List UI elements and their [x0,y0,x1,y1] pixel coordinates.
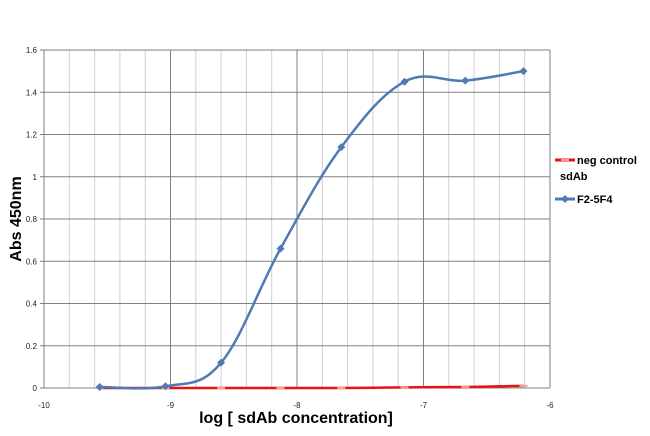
y-tick-label: 0.2 [26,342,38,351]
legend-label-neg-control: neg control [577,155,637,167]
legend-label-neg-control-cont: sdAb [560,171,588,183]
x-tick-label: -10 [38,401,50,410]
y-tick-label: 0.8 [26,215,38,224]
y-tick-label: 1.4 [26,88,38,97]
series-line [99,69,524,390]
data-point-diamond [337,143,346,152]
legend: neg control sdAb F2-5F4 [555,155,637,206]
y-tick-label: 1.6 [26,46,38,55]
legend-label-f2-5f4: F2-5F4 [577,194,613,206]
x-tick-label: -6 [546,401,554,410]
data-point-diamond [400,77,409,86]
x-tick-label: -8 [293,401,301,410]
y-axis-title: Abs 450nm [8,176,25,261]
data-point-diamond [461,76,470,85]
x-tick-labels: -10 -9 -8 -7 -6 [38,401,554,410]
y-tick-label: 0 [33,384,38,393]
y-tick-labels: 0 0.2 0.4 0.6 0.8 1 1.2 1.4 1.6 [26,46,38,393]
data-point-diamond [276,244,285,253]
y-tick-label: 1.2 [26,131,38,140]
series-layer [95,67,528,391]
data-point-diamond [519,67,528,76]
y-tick-label: 0.6 [26,257,38,266]
data-point-diamond [95,382,104,391]
x-tick-label: -7 [420,401,428,410]
data-point-diamond [161,382,170,391]
data-point-diamond [217,358,226,367]
y-tick-label: 0.4 [26,300,38,309]
x-axis-title: log [ sdAb concentration] [199,410,393,427]
x-tick-label: -9 [167,401,175,410]
legend-marker-f2-5f4 [561,195,569,203]
y-tick-label: 1 [33,173,38,182]
